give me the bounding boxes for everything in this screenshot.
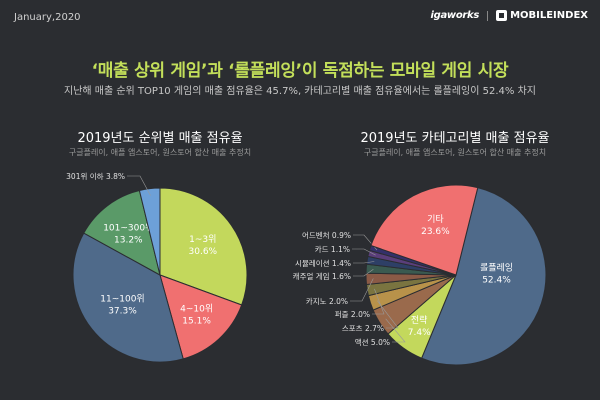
chart2-leader-6 [353,268,374,277]
page-subtitle: 지난해 매출 순위 TOP10 게임의 매출 점유율은 45.7%, 카테고리별… [64,86,536,97]
chart1-label-2: 11~100위 [100,294,144,305]
brand-logos: igaworks MOBILEINDEX [430,10,588,21]
chart2-title: 2019년도 카테고리별 매출 점유율 [360,131,550,146]
chart2-label-0: 롤플레잉 [480,262,513,274]
date-label: January,2020 [14,12,81,23]
chart2-leader-3 [377,300,399,329]
chart2-label-10: 기타 [427,214,444,225]
chart2-label-1: 전략 [411,314,428,326]
pie-chart-2: 롤플레잉 52.4% 전략 7.4% 액션 5.0% 스포츠 2.7% 퍼즐 2.0% 카지노… [293,184,547,366]
chart1-slice-0 [159,187,248,306]
chart1-slice-4 [138,187,161,276]
chart2-slice-0 [420,187,547,366]
chart2-subtitle: 구글플레이, 애플 앱스토어, 원스토어 합산 매출 추정치 [363,148,547,157]
chart2-label-8: 카드 1.1% [315,245,350,254]
chart1-value-0: 30.6% [189,247,218,257]
chart2-leader-5 [350,278,374,302]
chart1-value-3: 13.2% [114,236,143,246]
mobileindex-icon [496,10,508,21]
chart1-leader-4 [127,175,151,196]
chart1-value-1: 15.1% [182,317,211,327]
pie-chart-1: 1~3위 30.6% 4~10위 15.1% 11~100위 37.3% 101~300위 1… [66,171,248,363]
chart1-label-4: 301위 이하 3.8% [66,171,125,181]
chart2-leader-4 [372,288,385,315]
chart2-leader-8 [352,248,376,256]
chart1-label-0: 1~3위 [189,234,216,245]
chart2-label-9: 어드벤처 0.9% [302,230,351,240]
mobileindex-logo: MOBILEINDEX [496,10,588,21]
igaworks-logo: igaworks [430,10,480,21]
chart2-value-10: 23.6% [421,227,450,237]
page-title: ‘매출 상위 게임’과 ‘롤플레잉’이 독점하는 모바일 게임 시장 [91,61,509,81]
chart2-label-2: 액션 5.0% [355,337,390,347]
chart1-subtitle: 구글플레이, 애플 앱스토어, 원스토어 합산 매출 추정치 [68,148,252,157]
chart2-slice-10 [370,184,479,276]
chart2-label-4: 퍼즐 2.0% [335,310,370,319]
chart2-value-0: 52.4% [482,276,511,286]
chart1-label-1: 4~10위 [180,304,213,315]
brand-divider [487,10,489,21]
chart2-label-3: 스포츠 2.7% [342,324,384,333]
chart2-value-1: 7.4% [408,328,431,338]
chart2-leader-2 [385,318,406,343]
chart1-slice-3 [83,189,161,276]
mobileindex-label: MOBILEINDEX [510,10,588,21]
chart2-label-6: 캐주얼 게임 1.6% [293,271,351,281]
chart1-slice-2 [72,232,184,363]
chart1-value-2: 37.3% [108,307,137,317]
chart1-label-3: 101~300위 [103,223,153,234]
chart2-label-7: 시뮬레이션 1.4% [295,258,351,268]
chart1-slice-1 [159,274,243,360]
chart2-label-5: 카지노 2.0% [306,297,348,306]
chart2-leader-7 [353,261,375,264]
chart1-title: 2019년도 순위별 매출 점유율 [77,131,243,146]
